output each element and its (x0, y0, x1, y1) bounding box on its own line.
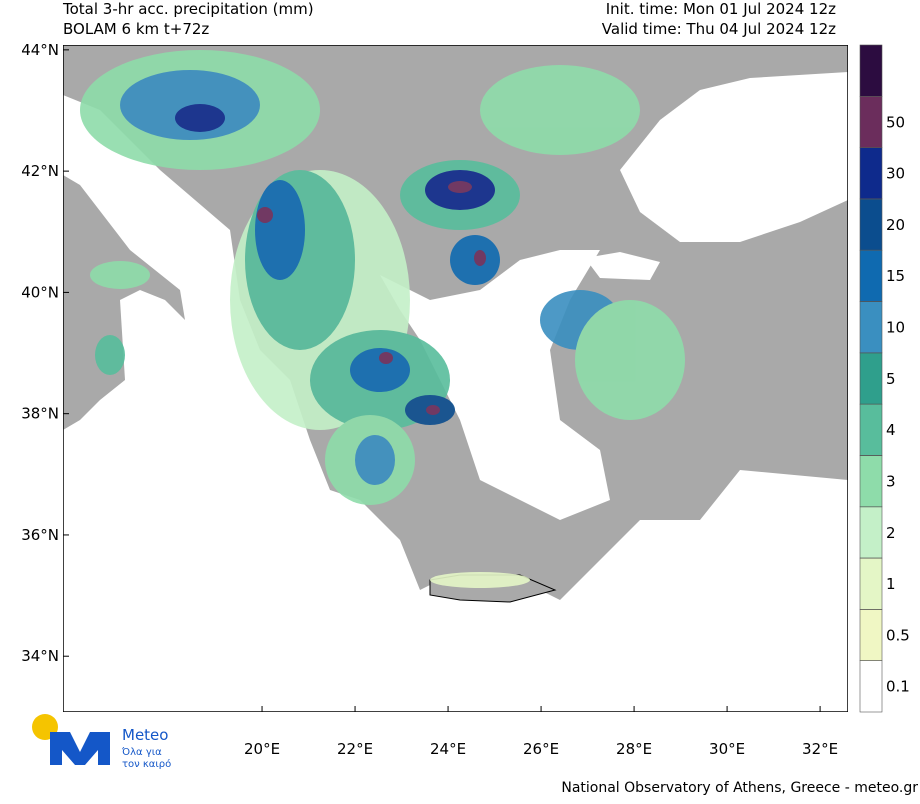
title: Total 3-hr acc. precipitation (mm) (62, 0, 314, 18)
init-time: Init. time: Mon 01 Jul 2024 12z (606, 0, 836, 18)
colorbar-label: 10 (886, 319, 905, 337)
valid-time: Valid time: Thu 04 Jul 2024 12z (602, 20, 836, 38)
model: BOLAM 6 km t+72z (63, 20, 209, 38)
lon-tick-label: 32°E (802, 740, 838, 758)
lat-tick-label: 42°N (21, 162, 59, 180)
lon-tick-label: 26°E (523, 740, 559, 758)
colorbar-box (859, 198, 883, 251)
precipitation (80, 50, 685, 588)
colorbar-box (859, 147, 883, 200)
marmara-sea (585, 252, 660, 280)
logo-name: Meteo (122, 726, 168, 744)
logo-tagline: τον καιρό (122, 758, 171, 770)
lat-tick-label: 44°N (21, 41, 59, 59)
lon-tick-label: 28°E (616, 740, 652, 758)
colorbar-label: 30 (886, 165, 905, 183)
colorbar-label: 1 (886, 575, 896, 593)
lat-tick-label: 38°N (21, 405, 59, 423)
logo-mark (50, 732, 110, 765)
colorbar-box (859, 506, 883, 559)
footer: National Observatory of Athens, Greece -… (561, 780, 918, 796)
sea (63, 95, 848, 712)
colorbar-label: 5 (886, 370, 896, 388)
black-sea (620, 72, 848, 242)
colorbar-box (859, 352, 883, 405)
lon-tick-label: 24°E (430, 740, 466, 758)
colorbar-label: 50 (886, 113, 905, 131)
colorbar-label: 15 (886, 267, 905, 285)
logo-tagline: Όλα για (121, 746, 162, 758)
lat-tick-label: 40°N (21, 283, 59, 301)
lat-tick-label: 36°N (21, 526, 59, 544)
colorbar-box (859, 44, 883, 97)
colorbar-box (859, 455, 883, 508)
colorbar-label: 2 (886, 524, 896, 542)
map (63, 45, 848, 712)
colorbar-label: 3 (886, 472, 896, 490)
colorbar-box (859, 403, 883, 456)
lon-tick-label: 22°E (337, 740, 373, 758)
colorbar-box (859, 609, 883, 661)
colorbar-label: 20 (886, 216, 905, 234)
colorbar-box (859, 660, 883, 713)
colorbar-box (859, 557, 883, 610)
colorbar-label: 4 (886, 421, 896, 439)
logo: Meteo Όλα για τον καιρό (32, 714, 171, 770)
lon-tick-label: 30°E (709, 740, 745, 758)
colorbar-label: 0.1 (886, 678, 910, 696)
lon-tick-label: 20°E (244, 740, 280, 758)
colorbar-box (859, 301, 883, 354)
colorbar-box (859, 249, 883, 302)
colorbar-label: 0.5 (886, 626, 910, 644)
lat-tick-label: 34°N (21, 647, 59, 665)
colorbar-box (859, 96, 883, 148)
